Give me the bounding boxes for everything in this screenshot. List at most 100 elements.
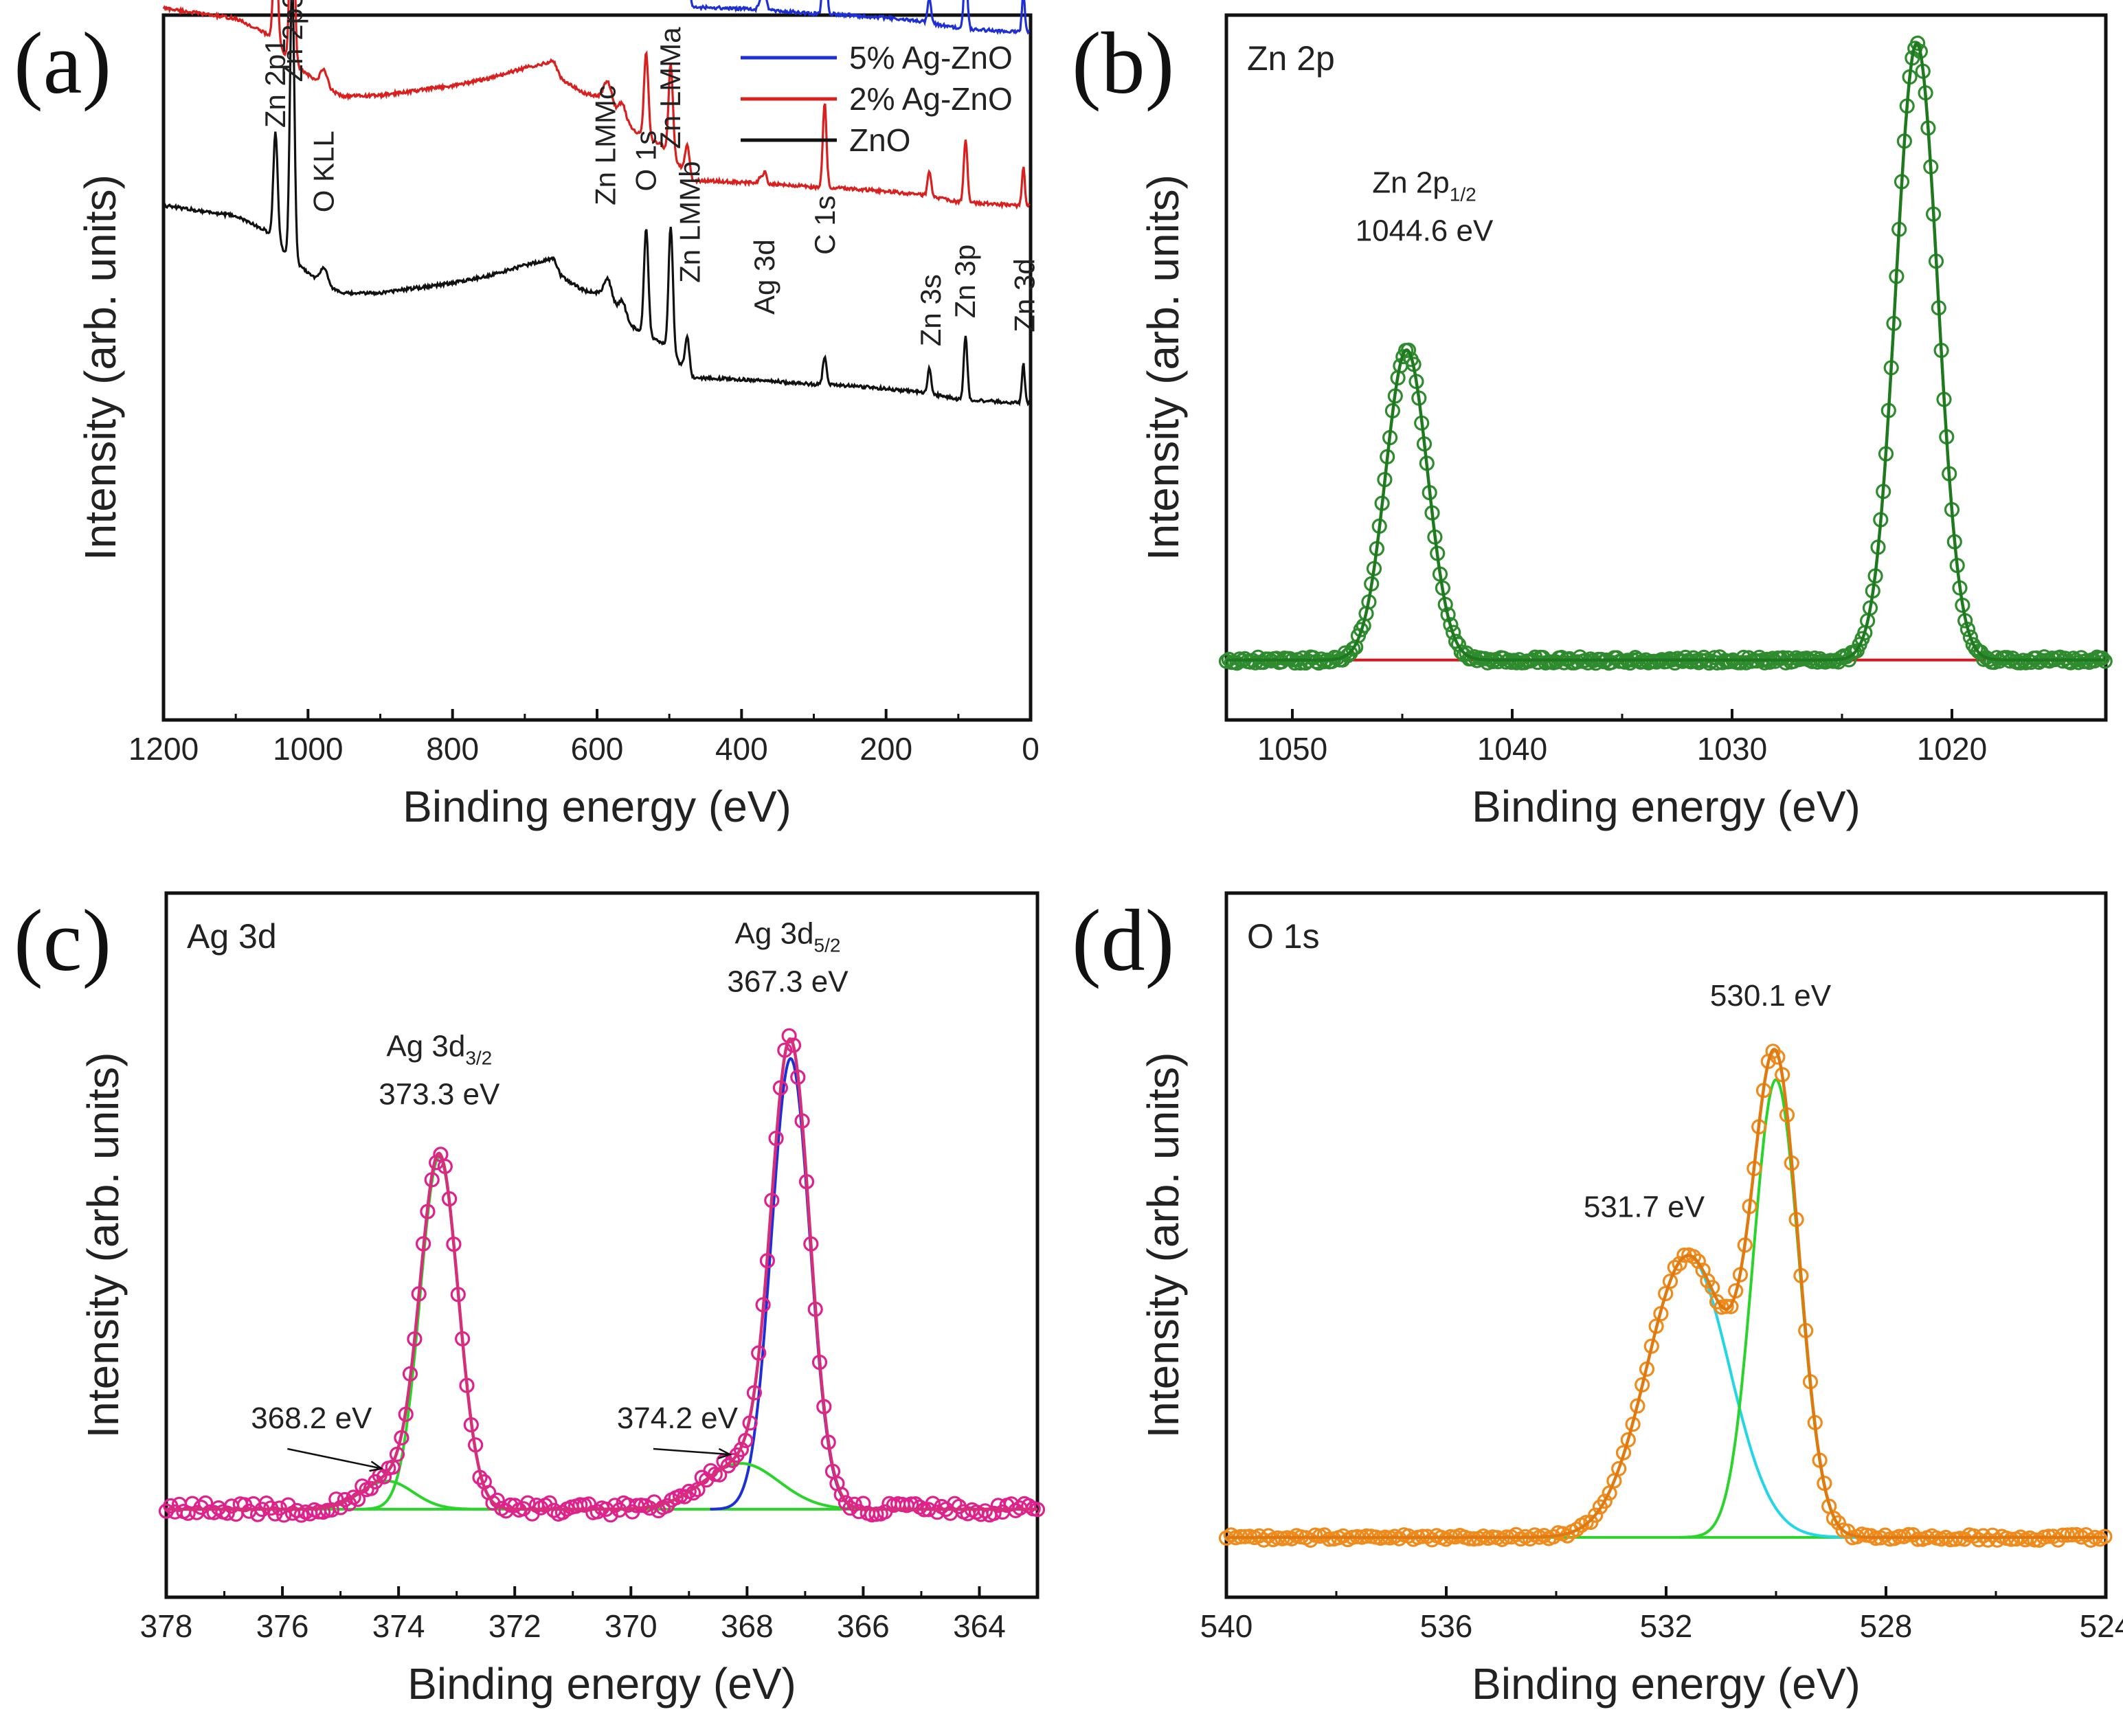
y-axis-label: Intensity (arb. units) (1138, 174, 1188, 561)
data-point (1975, 1528, 1991, 1544)
x-tick-label: 1040 (1477, 731, 1547, 767)
data-point (1522, 1531, 1538, 1547)
peak-label: O KLL (307, 131, 339, 212)
annotation-arrow-line (653, 1447, 730, 1456)
peak-name-main: Ag 3d (735, 917, 814, 951)
data-point (1256, 1532, 1272, 1548)
fit-component (1318, 348, 1495, 662)
data-point (2059, 1527, 2076, 1543)
y-axis-label: Intensity (arb. units) (78, 1052, 128, 1439)
y-axis-label: Intensity (arb. units) (76, 174, 125, 561)
x-tick-label: 1200 (128, 731, 199, 767)
x-tick-label: 0 (1022, 731, 1040, 767)
legend-label: 2% Ag-ZnO (849, 81, 1013, 117)
y-axis-label: Intensity (arb. units) (1138, 1052, 1188, 1439)
data-point (833, 1487, 849, 1502)
series-line-5-ag-zno (690, 0, 1031, 35)
series-line-2-ag-zno (162, 0, 1031, 210)
x-tick-label: 378 (140, 1608, 193, 1644)
plot-frame (164, 891, 1040, 1599)
data-point (180, 1505, 196, 1521)
x-axis-label: Binding energy (eV) (407, 1659, 796, 1709)
data-point (1321, 1531, 1337, 1547)
panel-title: Zn 2p (1247, 39, 1335, 78)
data-point (1826, 1511, 1842, 1526)
panel-b-zn2p: (b) 1050 1040 1030 1020 Binding energy (eV) In… (1072, 13, 2113, 831)
fit-component (710, 1057, 870, 1511)
x-tick-label: 1020 (1917, 731, 1987, 767)
peak-name-label: Ag 3d3/2 (386, 1030, 492, 1069)
panel-letter: (d) (1072, 892, 1174, 989)
fit-component (1678, 1078, 1874, 1539)
panel-title: Ag 3d (187, 917, 277, 956)
peak-energy-label: 374.2 eV (617, 1401, 739, 1435)
x-tick-label: 368 (721, 1608, 774, 1644)
panel-d-o1s: (d) 540 536 532 528 524 Binding energy (eV) Int… (1072, 891, 2123, 1709)
peak-energy-label: 373.3 eV (379, 1078, 500, 1112)
peak-name-label: Ag 3d5/2 (735, 917, 841, 956)
data-point (193, 1500, 209, 1515)
annotation-arrow-head (369, 1461, 384, 1472)
data-point (986, 1505, 1002, 1521)
x-tick-label: 532 (1640, 1608, 1693, 1644)
peak-label: Zn LMMc (589, 85, 622, 205)
plot-frame (1224, 891, 2108, 1599)
x-tick-label: 600 (571, 731, 624, 767)
peak-name-sub: 3/2 (465, 1048, 492, 1069)
fit-envelope (1226, 1048, 2106, 1540)
data-point (1620, 1432, 1636, 1447)
annotation-arrow-head (717, 1447, 732, 1460)
x-tick-label: 800 (426, 731, 479, 767)
data-point (1690, 1253, 1706, 1270)
x-tick-label: 1030 (1697, 731, 1767, 767)
peak-energy-label: 530.1 eV (1710, 979, 1832, 1013)
panel-c-ag3d: (c) 378 376 374 372 370 368 366 364 Binding energ… (14, 891, 1046, 1709)
peak-label: Zn 3d (1008, 258, 1040, 332)
data-point (1578, 1515, 1594, 1531)
panel-title: O 1s (1247, 917, 1320, 956)
peak-label: Zn 2p3 (276, 0, 308, 82)
panel-letter: (a) (14, 14, 111, 112)
peak-name-main: Ag 3d (386, 1030, 465, 1063)
data-point (1910, 1531, 1926, 1547)
data-point (1970, 1532, 1986, 1548)
x-tick-label: 374 (372, 1608, 425, 1644)
panel-letter: (b) (1072, 14, 1174, 112)
series-line-zno (163, 0, 1031, 407)
data-point (2094, 650, 2110, 666)
fit-envelope (166, 1037, 1037, 1511)
peak-energy-label: 531.7 eV (1584, 1191, 1705, 1224)
x-tick-label: 540 (1200, 1608, 1253, 1644)
data-point (1723, 1298, 1739, 1315)
peak-label: Zn LMMb (674, 161, 706, 283)
data-point (1985, 1527, 2001, 1543)
plot-frame (1224, 13, 2108, 722)
data-point (1446, 624, 1461, 640)
data-point (1662, 1273, 1678, 1289)
data-point (1980, 1532, 1996, 1548)
x-tick-label: 200 (860, 731, 912, 767)
data-point (1764, 651, 1780, 666)
peak-energy-label: 1044.6 eV (1356, 214, 1494, 247)
x-tick-label: 528 (1860, 1608, 1913, 1644)
fit-envelope (1226, 42, 2105, 662)
data-point (1400, 342, 1417, 358)
data-point (1303, 1532, 1318, 1548)
data-point (1597, 1493, 1613, 1509)
data-point (1667, 1259, 1683, 1276)
data-point (1672, 1256, 1687, 1272)
data-point (1757, 655, 1773, 670)
peak-name-sub: 1/2 (1450, 183, 1476, 205)
x-tick-label: 1050 (1257, 731, 1327, 767)
data-point (733, 1441, 750, 1457)
legend-label: 5% Ag-ZnO (849, 40, 1013, 76)
data-point (2027, 1532, 2043, 1548)
data-point (1611, 1461, 1627, 1476)
data-point (1508, 1526, 1524, 1542)
data-point (2012, 655, 2028, 670)
peak-label: C 1s (809, 195, 841, 254)
data-point (977, 1503, 993, 1519)
data-point (1588, 1507, 1604, 1523)
x-axis-label: Binding energy (eV) (1472, 782, 1861, 831)
